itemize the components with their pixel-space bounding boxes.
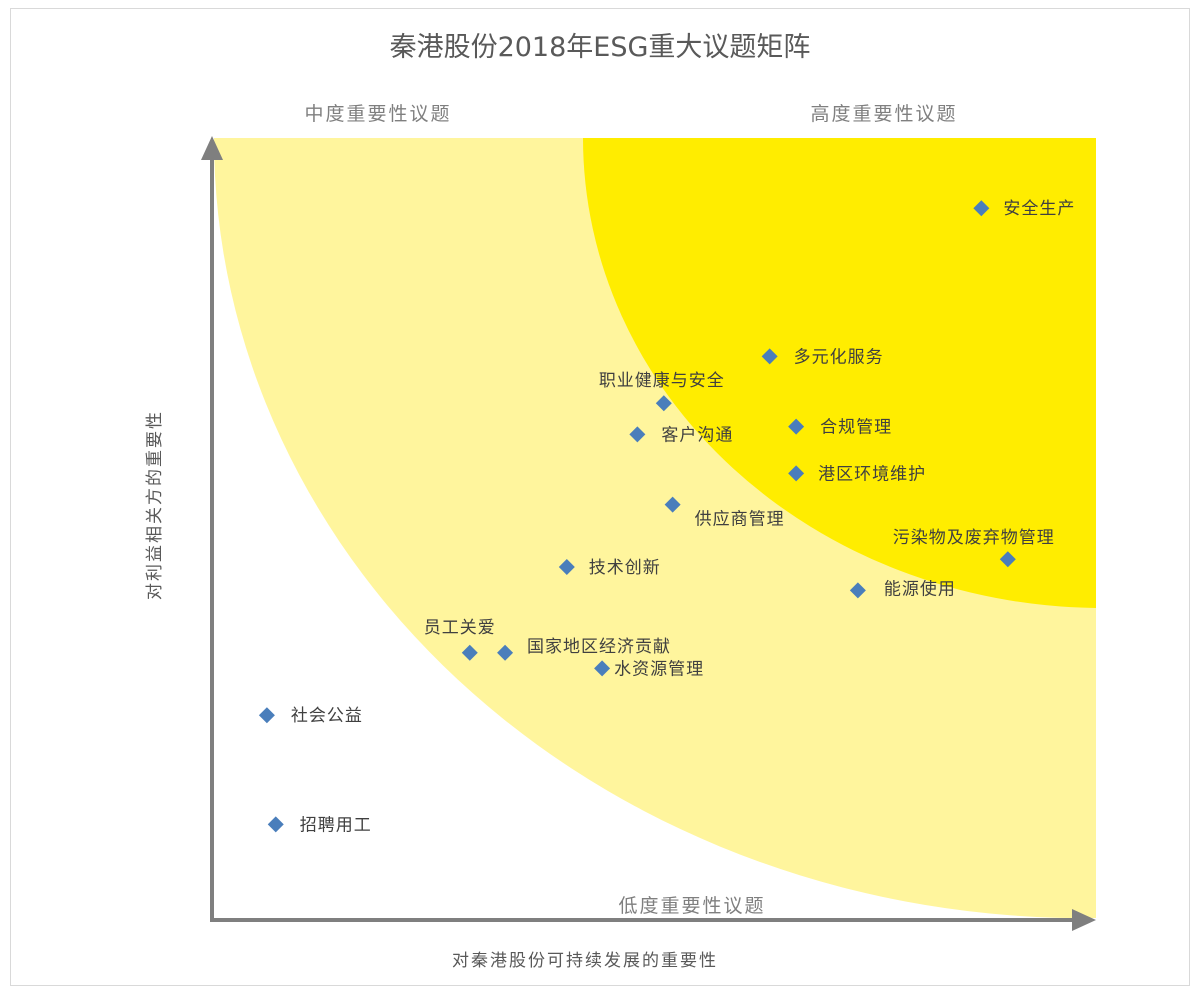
data-point-label: 能源使用 <box>884 578 956 599</box>
data-point-label: 安全生产 <box>1003 199 1075 219</box>
chart-title: 秦港股份2018年ESG重大议题矩阵 <box>390 32 811 63</box>
data-point-marker <box>259 707 275 723</box>
data-point-label: 客户沟通 <box>661 425 733 445</box>
data-point-label: 招聘用工 <box>300 815 372 835</box>
data-point-label: 国家地区经济贡献 <box>527 637 671 657</box>
zone-label-high: 高度重要性议题 <box>810 103 957 125</box>
data-point-label: 职业健康与安全 <box>599 371 725 391</box>
data-point-label: 水资源管理 <box>614 659 704 679</box>
data-point-marker <box>268 816 284 832</box>
data-point-label: 污染物及废弃物管理 <box>893 528 1055 548</box>
data-point-label: 供应商管理 <box>695 510 785 530</box>
data-point-label: 社会公益 <box>291 706 363 726</box>
data-point-label: 员工关爱 <box>424 618 496 638</box>
data-point-label: 技术创新 <box>589 558 661 578</box>
data-point-label: 合规管理 <box>820 418 892 438</box>
data-point-label: 多元化服务 <box>794 347 884 367</box>
x-axis-label: 对秦港股份可持续发展的重要性 <box>452 951 718 971</box>
zone-label-low: 低度重要性议题 <box>618 895 765 917</box>
data-point-label: 港区环境维护 <box>818 464 926 484</box>
zone-label-medium: 中度重要性议题 <box>304 103 451 125</box>
y-axis-label: 对利益相关方的重要性 <box>145 410 165 600</box>
